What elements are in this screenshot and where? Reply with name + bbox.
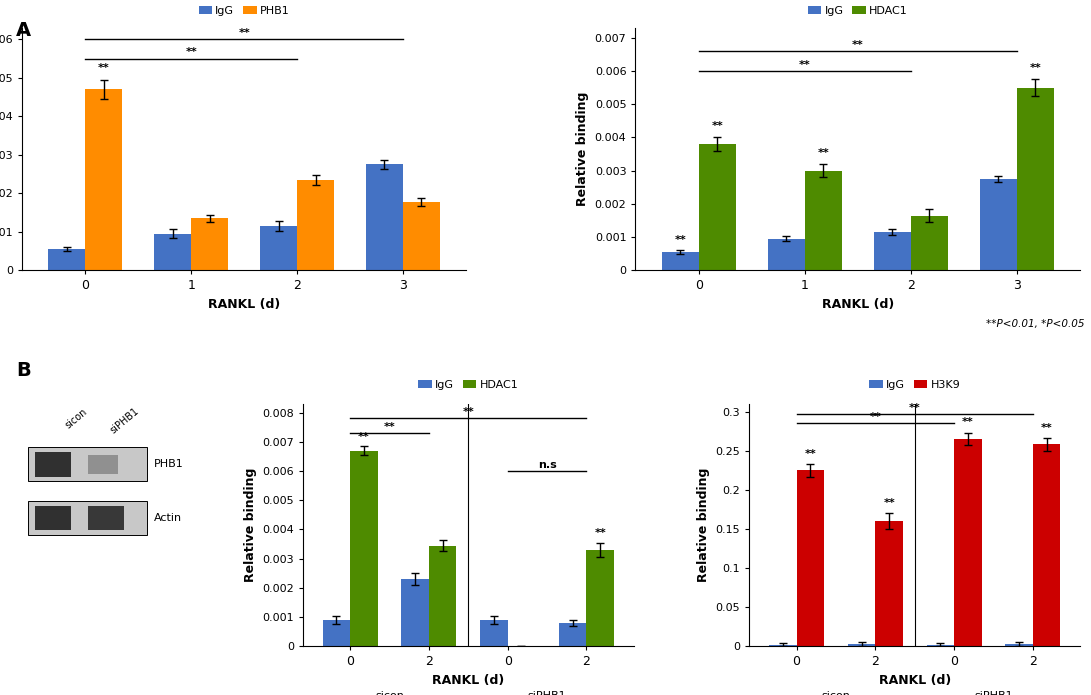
Bar xyxy=(350,450,377,646)
Bar xyxy=(35,452,71,477)
Text: sicon: sicon xyxy=(375,692,404,695)
Bar xyxy=(88,455,118,474)
Text: **: ** xyxy=(463,407,475,417)
Bar xyxy=(191,218,228,270)
Text: **: ** xyxy=(1041,423,1053,433)
Text: **: ** xyxy=(595,528,606,538)
Bar xyxy=(1005,644,1033,646)
Text: **: ** xyxy=(674,236,686,245)
Text: **: ** xyxy=(909,402,921,413)
Text: PHB1: PHB1 xyxy=(154,459,184,469)
Bar xyxy=(662,252,699,270)
Bar xyxy=(480,620,507,646)
Text: **: ** xyxy=(98,63,110,73)
Bar xyxy=(85,90,122,270)
Text: **: ** xyxy=(185,47,197,58)
Bar xyxy=(401,579,429,646)
Bar xyxy=(926,645,955,646)
Text: siPHB1: siPHB1 xyxy=(108,406,141,436)
Text: **: ** xyxy=(358,432,370,442)
Text: **: ** xyxy=(870,412,882,422)
Text: **: ** xyxy=(852,40,864,50)
Bar xyxy=(297,180,334,270)
Text: **: ** xyxy=(711,122,723,131)
Text: siPHB1: siPHB1 xyxy=(528,692,566,695)
Text: **: ** xyxy=(804,448,816,459)
Text: A: A xyxy=(16,21,32,40)
Bar xyxy=(35,506,71,530)
Text: **: ** xyxy=(384,422,395,432)
Text: **: ** xyxy=(799,60,811,70)
Text: Actin: Actin xyxy=(154,513,182,523)
Text: n.s: n.s xyxy=(538,460,556,470)
Bar xyxy=(769,645,796,646)
Bar xyxy=(1033,445,1060,646)
Bar xyxy=(48,250,85,270)
Text: **P<0.01, *P<0.05: **P<0.01, *P<0.05 xyxy=(986,319,1084,329)
Text: **: ** xyxy=(1029,63,1041,74)
Bar xyxy=(586,550,614,646)
Y-axis label: Relative binding: Relative binding xyxy=(576,92,589,206)
Bar xyxy=(911,215,948,270)
Bar xyxy=(365,165,403,270)
X-axis label: RANKL (d): RANKL (d) xyxy=(878,674,951,687)
Text: sicon: sicon xyxy=(822,692,850,695)
Text: siPHB1: siPHB1 xyxy=(974,692,1012,695)
Bar xyxy=(699,144,736,270)
Y-axis label: Relative binding: Relative binding xyxy=(243,468,256,582)
Bar xyxy=(559,623,586,646)
Legend: IgG, PHB1: IgG, PHB1 xyxy=(194,2,295,21)
Bar xyxy=(1017,88,1054,270)
Text: **: ** xyxy=(962,417,974,427)
X-axis label: RANKL (d): RANKL (d) xyxy=(432,674,504,687)
Bar xyxy=(796,471,824,646)
Bar xyxy=(154,234,191,270)
Legend: IgG, H3K9: IgG, H3K9 xyxy=(865,375,964,394)
Bar xyxy=(955,439,982,646)
Legend: IgG, HDAC1: IgG, HDAC1 xyxy=(803,2,912,21)
Text: **: ** xyxy=(238,28,250,38)
Text: B: B xyxy=(16,361,32,380)
Bar xyxy=(848,644,875,646)
Legend: IgG, HDAC1: IgG, HDAC1 xyxy=(413,375,523,394)
Bar xyxy=(260,226,297,270)
Bar xyxy=(28,501,147,534)
Text: **: ** xyxy=(817,148,829,158)
X-axis label: RANKL (d): RANKL (d) xyxy=(822,298,894,311)
Bar xyxy=(768,239,805,270)
Bar xyxy=(323,620,350,646)
Text: sicon: sicon xyxy=(63,406,89,430)
Bar xyxy=(980,179,1017,270)
Bar xyxy=(88,506,124,530)
Bar xyxy=(874,232,911,270)
Text: **: ** xyxy=(884,498,895,508)
Bar xyxy=(805,171,842,270)
Y-axis label: Relative binding: Relative binding xyxy=(697,468,710,582)
X-axis label: RANKL (d): RANKL (d) xyxy=(208,298,280,311)
Bar xyxy=(429,546,456,646)
Bar xyxy=(28,448,147,482)
Bar xyxy=(403,202,440,270)
Bar xyxy=(875,521,903,646)
